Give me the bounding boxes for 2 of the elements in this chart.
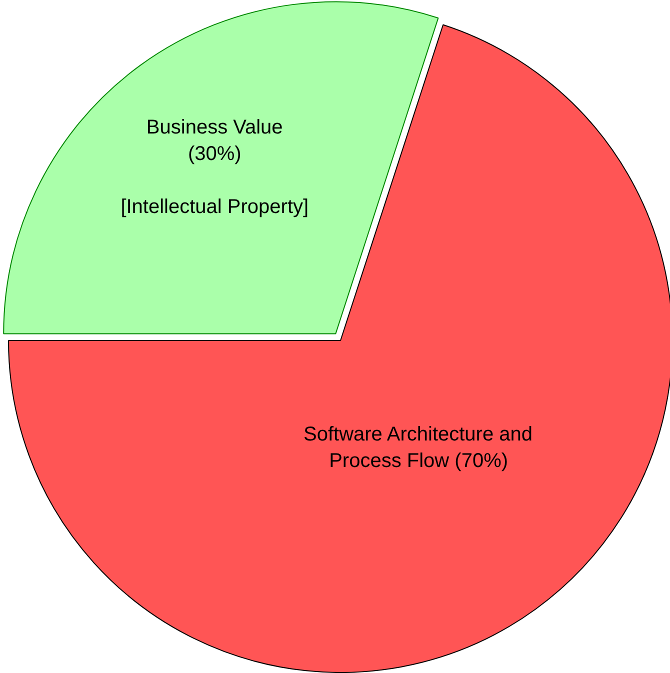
slice-label: Software Architecture and Process Flow (70%) bbox=[304, 424, 533, 472]
category-label: Business Value (30%) [Intellectual Property] bbox=[120, 116, 309, 218]
